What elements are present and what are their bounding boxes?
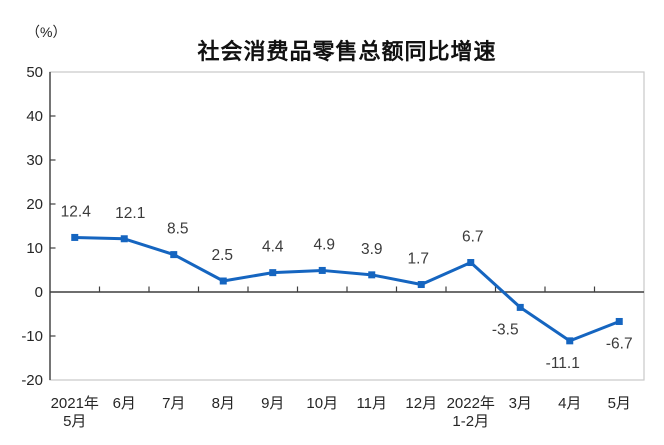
x-axis-tick-label: 2022年 1-2月 bbox=[447, 395, 495, 430]
data-point-label: 8.5 bbox=[167, 221, 189, 238]
y-axis-unit-label: （%） bbox=[26, 24, 67, 40]
x-axis-tick-label: 4月 bbox=[558, 395, 581, 412]
y-axis-tick-label: 10 bbox=[26, 240, 43, 257]
x-axis-tick-label: 12月 bbox=[405, 395, 437, 412]
x-axis-tick-label: 11月 bbox=[356, 395, 387, 412]
x-axis-tick-label: 10月 bbox=[306, 395, 338, 412]
data-point-label: 3.9 bbox=[361, 241, 383, 258]
y-axis-tick-label: 30 bbox=[26, 152, 43, 169]
x-axis-tick-label: 8月 bbox=[212, 395, 235, 412]
y-axis-tick-label: -10 bbox=[21, 328, 43, 345]
data-point-label: 4.4 bbox=[262, 239, 284, 256]
data-point-marker bbox=[615, 317, 623, 325]
data-point-label: -6.7 bbox=[606, 335, 633, 352]
x-axis-tick-label: 2021年 5月 bbox=[51, 395, 99, 430]
chart-title: 社会消费品零售总额同比增速 bbox=[197, 39, 497, 64]
data-point-marker bbox=[120, 235, 128, 243]
data-point-marker bbox=[368, 271, 376, 279]
data-point-marker bbox=[516, 303, 524, 311]
data-point-label: 12.1 bbox=[115, 205, 145, 222]
data-point-label: 1.7 bbox=[407, 251, 429, 268]
series-line bbox=[74, 235, 620, 343]
data-point-marker bbox=[170, 251, 178, 259]
data-point-marker bbox=[269, 269, 277, 277]
y-axis-tick-label: 0 bbox=[35, 284, 43, 301]
y-axis-tick-label: 20 bbox=[26, 196, 43, 213]
x-axis-tick-label: 7月 bbox=[162, 395, 185, 412]
data-point-marker bbox=[467, 259, 475, 267]
x-axis-tick-label: 5月 bbox=[608, 395, 631, 412]
data-point-label: 6.7 bbox=[462, 229, 484, 246]
data-point-marker bbox=[566, 337, 574, 345]
y-axis-tick-label: -20 bbox=[21, 372, 43, 389]
x-axis-tick-label: 9月 bbox=[261, 395, 284, 412]
data-point-marker bbox=[417, 281, 425, 289]
data-point-label: 4.9 bbox=[313, 236, 335, 253]
data-point-label: 12.4 bbox=[61, 203, 92, 220]
data-point-label: 2.5 bbox=[211, 247, 233, 264]
data-point-marker bbox=[318, 266, 326, 274]
data-point-marker bbox=[71, 233, 79, 241]
data-point-label: -11.1 bbox=[546, 355, 580, 372]
y-axis-tick-label: 50 bbox=[26, 64, 43, 81]
x-axis-tick-label: 6月 bbox=[113, 395, 136, 412]
plot-area-frame bbox=[49, 71, 645, 381]
data-point-label: -3.5 bbox=[492, 321, 519, 338]
x-axis-tick-label: 3月 bbox=[509, 395, 532, 412]
y-axis-tick-label: 40 bbox=[26, 108, 43, 125]
data-point-marker bbox=[219, 277, 227, 285]
